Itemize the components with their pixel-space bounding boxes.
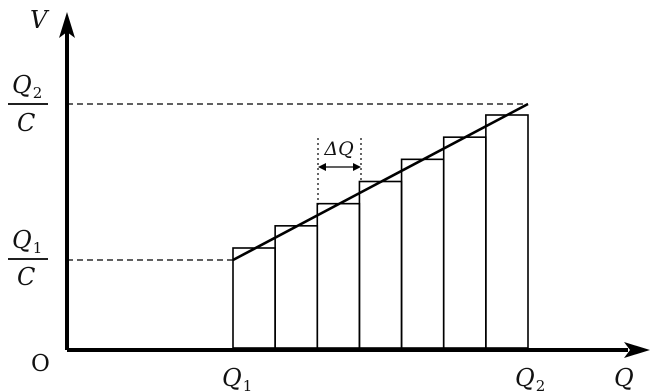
svg-text:Q2: Q2 [12, 71, 42, 102]
q2-tick-label: Q2 [515, 364, 545, 392]
bar-7 [485, 114, 529, 349]
svg-text:C: C [17, 109, 35, 137]
q1-tick-label: Q1 [222, 364, 252, 392]
x-axis-arrow [624, 342, 650, 358]
x-axis-label: Q [614, 364, 634, 392]
v1-fraction-label: Q1 C [8, 226, 48, 291]
bar-3 [316, 202, 361, 349]
svg-text:C: C [17, 263, 35, 291]
bars [232, 114, 529, 349]
origin-label: O [31, 351, 50, 377]
bar-1 [232, 247, 276, 349]
y-axis-arrow [59, 12, 75, 38]
delta-arrow-right-head [353, 163, 361, 171]
v2-fraction-label: Q2 C [8, 71, 48, 137]
y-axis-label: V [30, 6, 50, 34]
bar-6 [442, 136, 487, 349]
bar-2 [274, 225, 319, 349]
trend-line [232, 102, 529, 262]
delta-arrow-left-head [318, 163, 326, 171]
svg-text:Q1: Q1 [12, 226, 42, 257]
delta-q-label: ΔQ [323, 138, 353, 160]
bar-5 [400, 158, 445, 349]
bar-4 [358, 180, 403, 349]
